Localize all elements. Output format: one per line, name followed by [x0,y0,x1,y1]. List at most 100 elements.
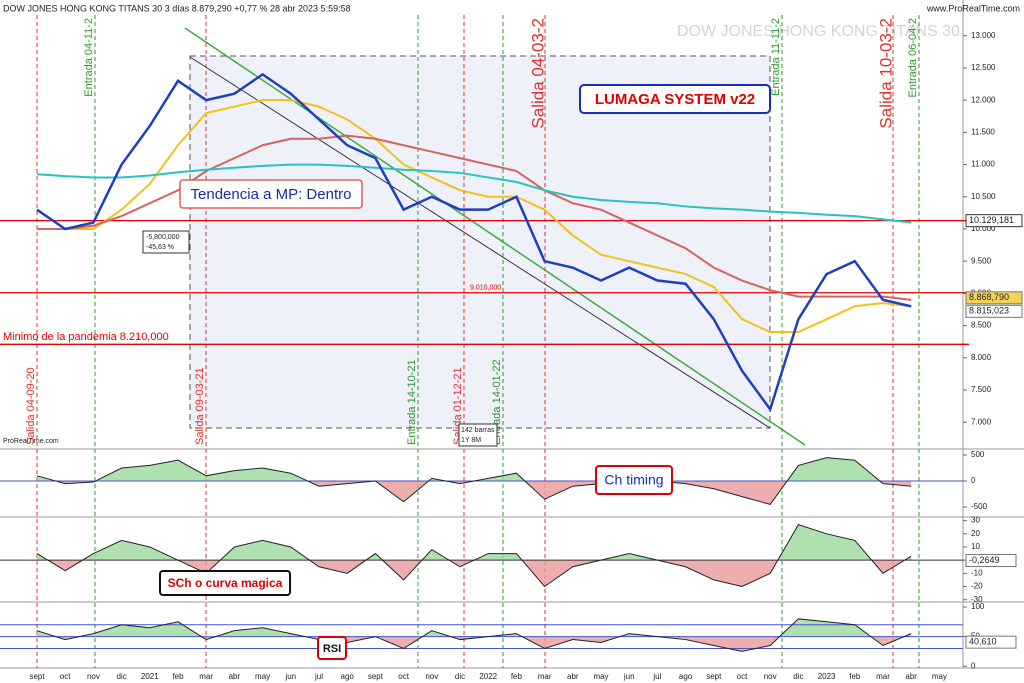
oscillator-area [55,636,905,652]
x-tick-label: oct [737,672,748,681]
bars-label: 1Y 8M [461,437,481,444]
x-tick-label: dic [116,672,126,681]
x-tick-label: mar [876,672,890,681]
x-tick-label: nov [425,672,438,681]
oscillator-area [37,524,912,561]
x-tick-label: 2022 [479,672,497,681]
x-tick-label: 2023 [818,672,836,681]
oscillator-line [36,523,912,588]
measure-label-box [142,230,190,254]
bars-label-box [458,423,498,447]
value-box [965,214,1023,228]
x-tick-label: mar [538,672,552,681]
y-tick-label: -500 [971,502,988,511]
measure-label: -45,63 % [146,244,174,251]
value-box [965,304,1023,318]
x-tick-label: feb [172,672,184,681]
x-tick-label: jul [314,672,323,681]
level-label: Minimo de la pandemia 8.210,000 [3,331,169,343]
oscillator-area [37,618,912,637]
x-tick-label: ago [679,672,693,681]
site: www.ProRealTime.com [926,3,1020,13]
event-label: Entrada 11-11-2 [770,18,782,96]
y-tick-label: 500 [971,450,985,459]
x-tick-label: abr [229,672,241,681]
oscillator-area [37,457,880,481]
value-box [965,554,1017,568]
x-tick-label: sept [368,672,384,681]
x-tick-label: jul [652,672,661,681]
y-tick-label: 12.500 [971,63,996,72]
price-line [36,163,912,224]
oscillator-line [36,457,912,505]
panel-title: RSI [323,643,341,655]
y-tick-label: 10.500 [971,192,996,201]
x-tick-label: feb [511,672,523,681]
label-box [159,570,291,596]
event-label: Entrada 04-11-2 [83,18,95,97]
y-tick-label: 0 [971,661,976,670]
event-label: Salida 04-03-2 [528,18,547,129]
y-tick-label: 13.000 [971,31,996,40]
y-tick-label: 8.000 [971,353,992,362]
watermark: DOW JONES HONG KONG TITANS 30 [677,23,960,40]
event-label: Salida 04-09-20 [25,367,37,445]
x-tick-label: dic [793,672,803,681]
last-value: 40,610 [969,637,997,647]
y-tick-label: 9.500 [971,256,992,265]
x-tick-label: mar [199,672,213,681]
x-tick-label: jun [284,672,296,681]
last-value: 8.815,023 [969,306,1009,316]
y-tick-label: 7.500 [971,385,992,394]
trend-label: Tendencia a MP: Dentro [191,186,352,203]
y-tick-label: 12.000 [971,95,996,104]
x-tick-label: jun [623,672,635,681]
x-tick-label: 2021 [141,672,159,681]
label-box [595,465,673,495]
panel-title: SCh o curva magica [168,576,283,590]
level-label: 10.129,181 [969,215,1014,225]
event-label: Salida 09-03-21 [194,367,206,445]
x-tick-label: sept [706,672,722,681]
y-tick-label: 100 [971,602,985,611]
x-tick-label: sept [29,672,45,681]
label-box [317,636,347,660]
x-tick-label: nov [764,672,777,681]
trend-line [184,27,806,446]
y-tick-label: 0 [971,476,976,485]
price-line [37,99,912,334]
label-box [579,84,771,114]
x-tick-label: nov [87,672,100,681]
event-label: Entrada 06-04-2 [907,18,919,98]
x-tick-label: dic [455,672,465,681]
x-tick-label: oct [60,672,71,681]
y-tick-label: -30 [971,595,983,604]
x-tick-label: oct [398,672,409,681]
x-tick-label: abr [905,672,917,681]
header-title: DOW JONES HONG KONG TITANS 30 3 días 8.8… [3,3,351,13]
y-tick-label: 8.500 [971,321,992,330]
measure-label: -5,800,000 [146,234,180,241]
event-label: Salida 10-03-2 [876,18,895,129]
x-tick-label: may [255,672,270,681]
y-tick-label: 10.000 [971,224,996,233]
x-tick-label: ago [341,672,355,681]
event-label: Entrada 14-10-21 [406,359,418,445]
value-box [965,635,1017,649]
y-tick-label: 11.500 [971,127,995,136]
oscillator-area [37,480,912,505]
y-tick-label: -20 [971,582,983,591]
value-box [965,291,1023,305]
y-tick-label: -10 [971,568,983,577]
y-tick-label: 20 [971,529,980,538]
y-tick-label: 10 [971,542,980,551]
last-value: -0,2649 [969,555,1000,565]
oscillator-area [37,560,912,587]
logo: ProRealTime.com [3,438,59,445]
price-line [36,72,912,413]
x-tick-label: feb [849,672,861,681]
panel-title: Ch timing [604,472,663,488]
bars-label: 142 barras [461,427,495,434]
